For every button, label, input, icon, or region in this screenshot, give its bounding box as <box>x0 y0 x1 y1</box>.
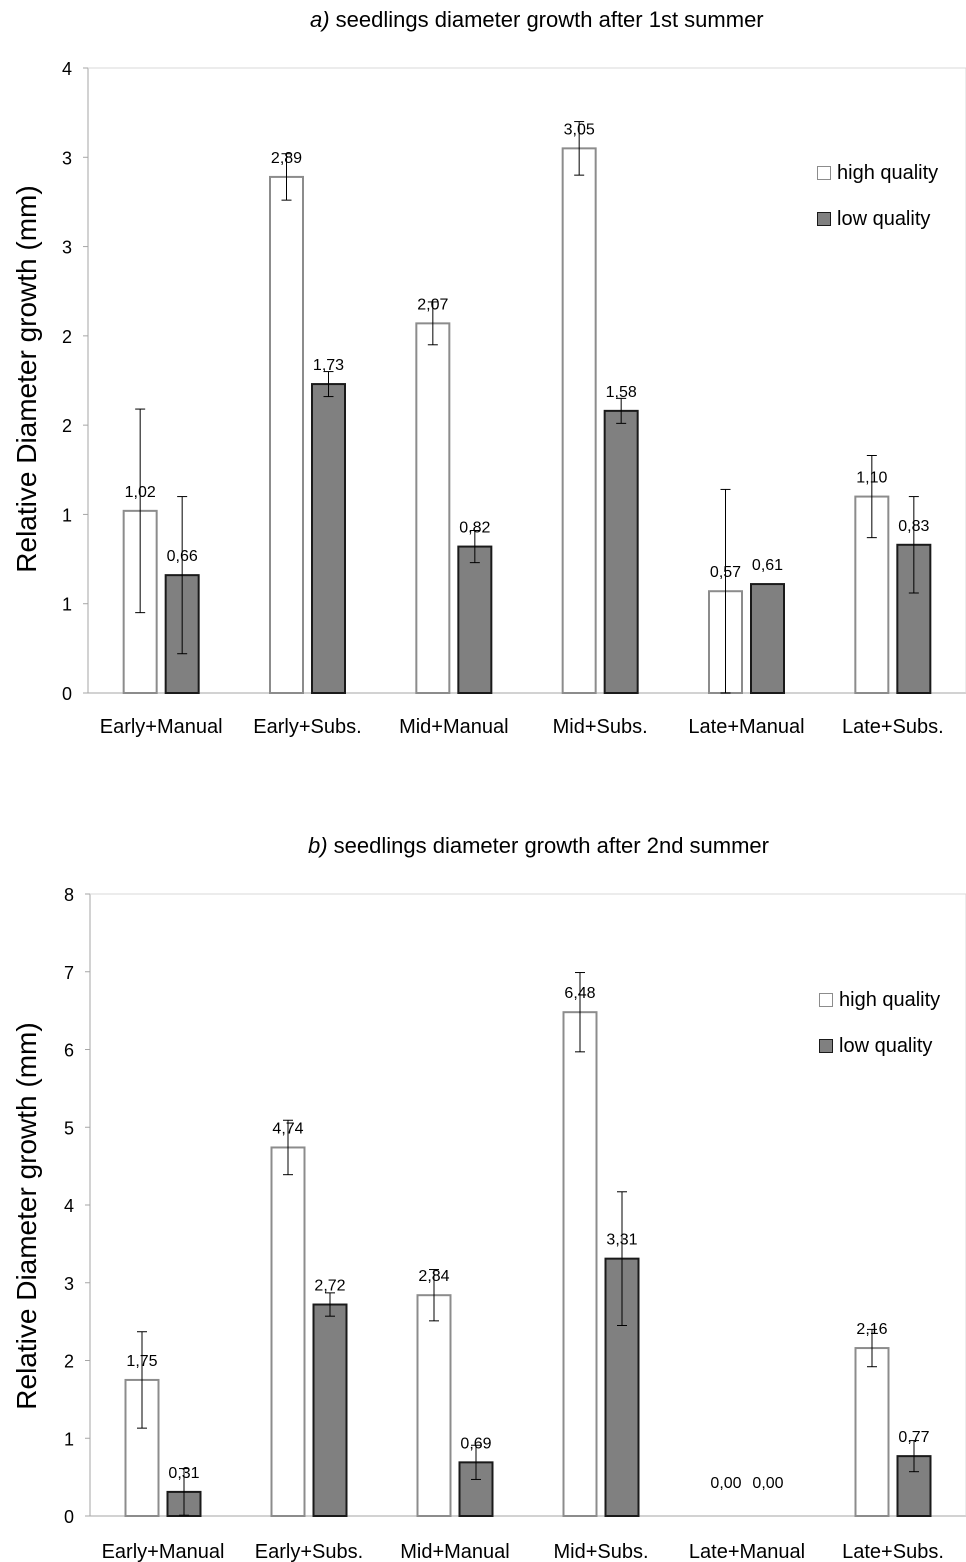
data-label: 0,00 <box>710 1475 741 1492</box>
y-tick-label: 7 <box>64 963 74 983</box>
data-label: 2,72 <box>314 1278 345 1295</box>
x-tick-label: Mid+Subs. <box>553 1541 648 1562</box>
y-tick-label: 0 <box>62 684 72 704</box>
x-tick-label: Early+Subs. <box>255 1541 363 1562</box>
bar-low-quality <box>603 409 639 694</box>
y-axis-label: Relative Diameter growth (mm) <box>11 185 42 573</box>
x-tick-label: Late+Manual <box>689 1541 805 1562</box>
bar-low-quality <box>312 1303 348 1517</box>
data-label: 1,10 <box>856 470 887 487</box>
chart-title-prefix: b) <box>308 833 328 858</box>
bar-high-quality <box>269 175 304 694</box>
chart-b-plot: 0 1 2 3 4 5 6 7 8 Early+Manual 1,75 0,31 Early+Subs.… <box>64 885 966 1562</box>
y-tick-label: 1 <box>62 505 72 525</box>
chart-a: a) seedlings diameter growth after 1st s… <box>0 0 966 780</box>
data-label: 0,82 <box>459 520 490 537</box>
y-tick-label: 2 <box>64 1352 74 1372</box>
legend-item-high: high quality <box>817 160 938 186</box>
y-tick-label: 6 <box>64 1041 74 1061</box>
y-tick-label: 2 <box>62 416 72 436</box>
legend-label-low: low quality <box>839 1034 933 1057</box>
x-tick-label: Late+Subs. <box>842 1541 944 1562</box>
data-label: 1,73 <box>313 357 344 374</box>
data-label: 0,77 <box>898 1429 929 1446</box>
bar-high-quality <box>415 322 451 694</box>
x-tick-label: Late+Subs. <box>842 716 944 738</box>
bar-low-quality <box>750 583 785 694</box>
chart-title: a) seedlings diameter growth after 1st s… <box>310 7 764 33</box>
data-label: 0,00 <box>752 1475 783 1492</box>
data-label: 2,07 <box>417 296 448 313</box>
data-label: 0,31 <box>168 1465 199 1482</box>
data-label: 3,31 <box>606 1232 637 1249</box>
legend-swatch-high <box>819 993 833 1007</box>
y-tick-label: 4 <box>62 59 72 79</box>
data-label: 1,02 <box>125 484 156 501</box>
chart-a-plot: 0 1 1 2 2 3 3 4 Early+Manual 1,02 0,66 Early+Subs. 2… <box>62 59 966 738</box>
chart-title-text: seedlings diameter growth after 1st summ… <box>329 7 764 32</box>
legend: high quality low quality <box>817 160 938 252</box>
x-tick-label: Mid+Manual <box>400 1541 510 1562</box>
legend-swatch-low <box>817 212 831 226</box>
y-tick-label: 3 <box>62 238 72 258</box>
data-label: 4,74 <box>272 1120 303 1137</box>
data-label: 2,89 <box>271 150 302 167</box>
y-tick-label: 8 <box>64 885 74 905</box>
data-label: 3,05 <box>564 121 595 138</box>
data-label: 2,84 <box>418 1268 449 1285</box>
data-label: 0,57 <box>710 564 741 581</box>
data-label: 1,75 <box>126 1353 157 1370</box>
y-tick-label: 1 <box>62 595 72 615</box>
bar-high-quality <box>416 1294 452 1517</box>
data-label: 1,58 <box>606 384 637 401</box>
data-label: 0,66 <box>167 548 198 565</box>
legend-label-high: high quality <box>839 988 941 1011</box>
x-tick-label: Mid+Manual <box>399 716 509 738</box>
x-tick-label: Late+Manual <box>688 716 804 738</box>
bar-high-quality <box>562 1011 598 1517</box>
data-label: 0,83 <box>898 518 929 535</box>
legend-label-high: high quality <box>837 161 939 184</box>
y-tick-label: 0 <box>64 1507 74 1527</box>
data-label: 0,69 <box>460 1435 491 1452</box>
chart-title-text: seedlings diameter growth after 2nd summ… <box>327 833 769 858</box>
data-label: 2,16 <box>856 1321 887 1338</box>
legend-item-low: low quality <box>819 1033 940 1059</box>
y-tick-label: 3 <box>62 148 72 168</box>
legend: high quality low quality <box>819 987 940 1079</box>
bar-high-quality <box>561 147 597 695</box>
x-tick-label: Early+Manual <box>100 716 223 738</box>
legend-label-low: low quality <box>837 207 931 230</box>
bar-high-quality <box>270 1146 306 1517</box>
y-axis-label: Relative Diameter growth (mm) <box>11 1022 42 1410</box>
x-tick-label: Early+Manual <box>102 1541 225 1562</box>
y-tick-label: 3 <box>64 1274 74 1294</box>
bar-high-quality <box>854 1347 890 1517</box>
legend-item-low: low quality <box>817 206 938 232</box>
bar-low-quality <box>457 545 493 694</box>
x-tick-label: Mid+Subs. <box>553 716 648 738</box>
bar-low-quality <box>311 383 346 694</box>
x-tick-label: Early+Subs. <box>253 716 361 738</box>
data-label: 0,61 <box>752 557 783 574</box>
legend-swatch-low <box>819 1039 833 1053</box>
legend-swatch-high <box>817 166 831 180</box>
data-label: 6,48 <box>564 985 595 1002</box>
y-tick-label: 5 <box>64 1118 74 1138</box>
y-tick-label: 2 <box>62 327 72 347</box>
chart-title-prefix: a) <box>310 7 330 32</box>
chart-b: b) seedlings diameter growth after 2nd s… <box>0 820 966 1562</box>
chart-title: b) seedlings diameter growth after 2nd s… <box>308 833 769 859</box>
y-tick-label: 4 <box>64 1196 74 1216</box>
legend-item-high: high quality <box>819 987 940 1013</box>
y-tick-label: 1 <box>64 1429 74 1449</box>
